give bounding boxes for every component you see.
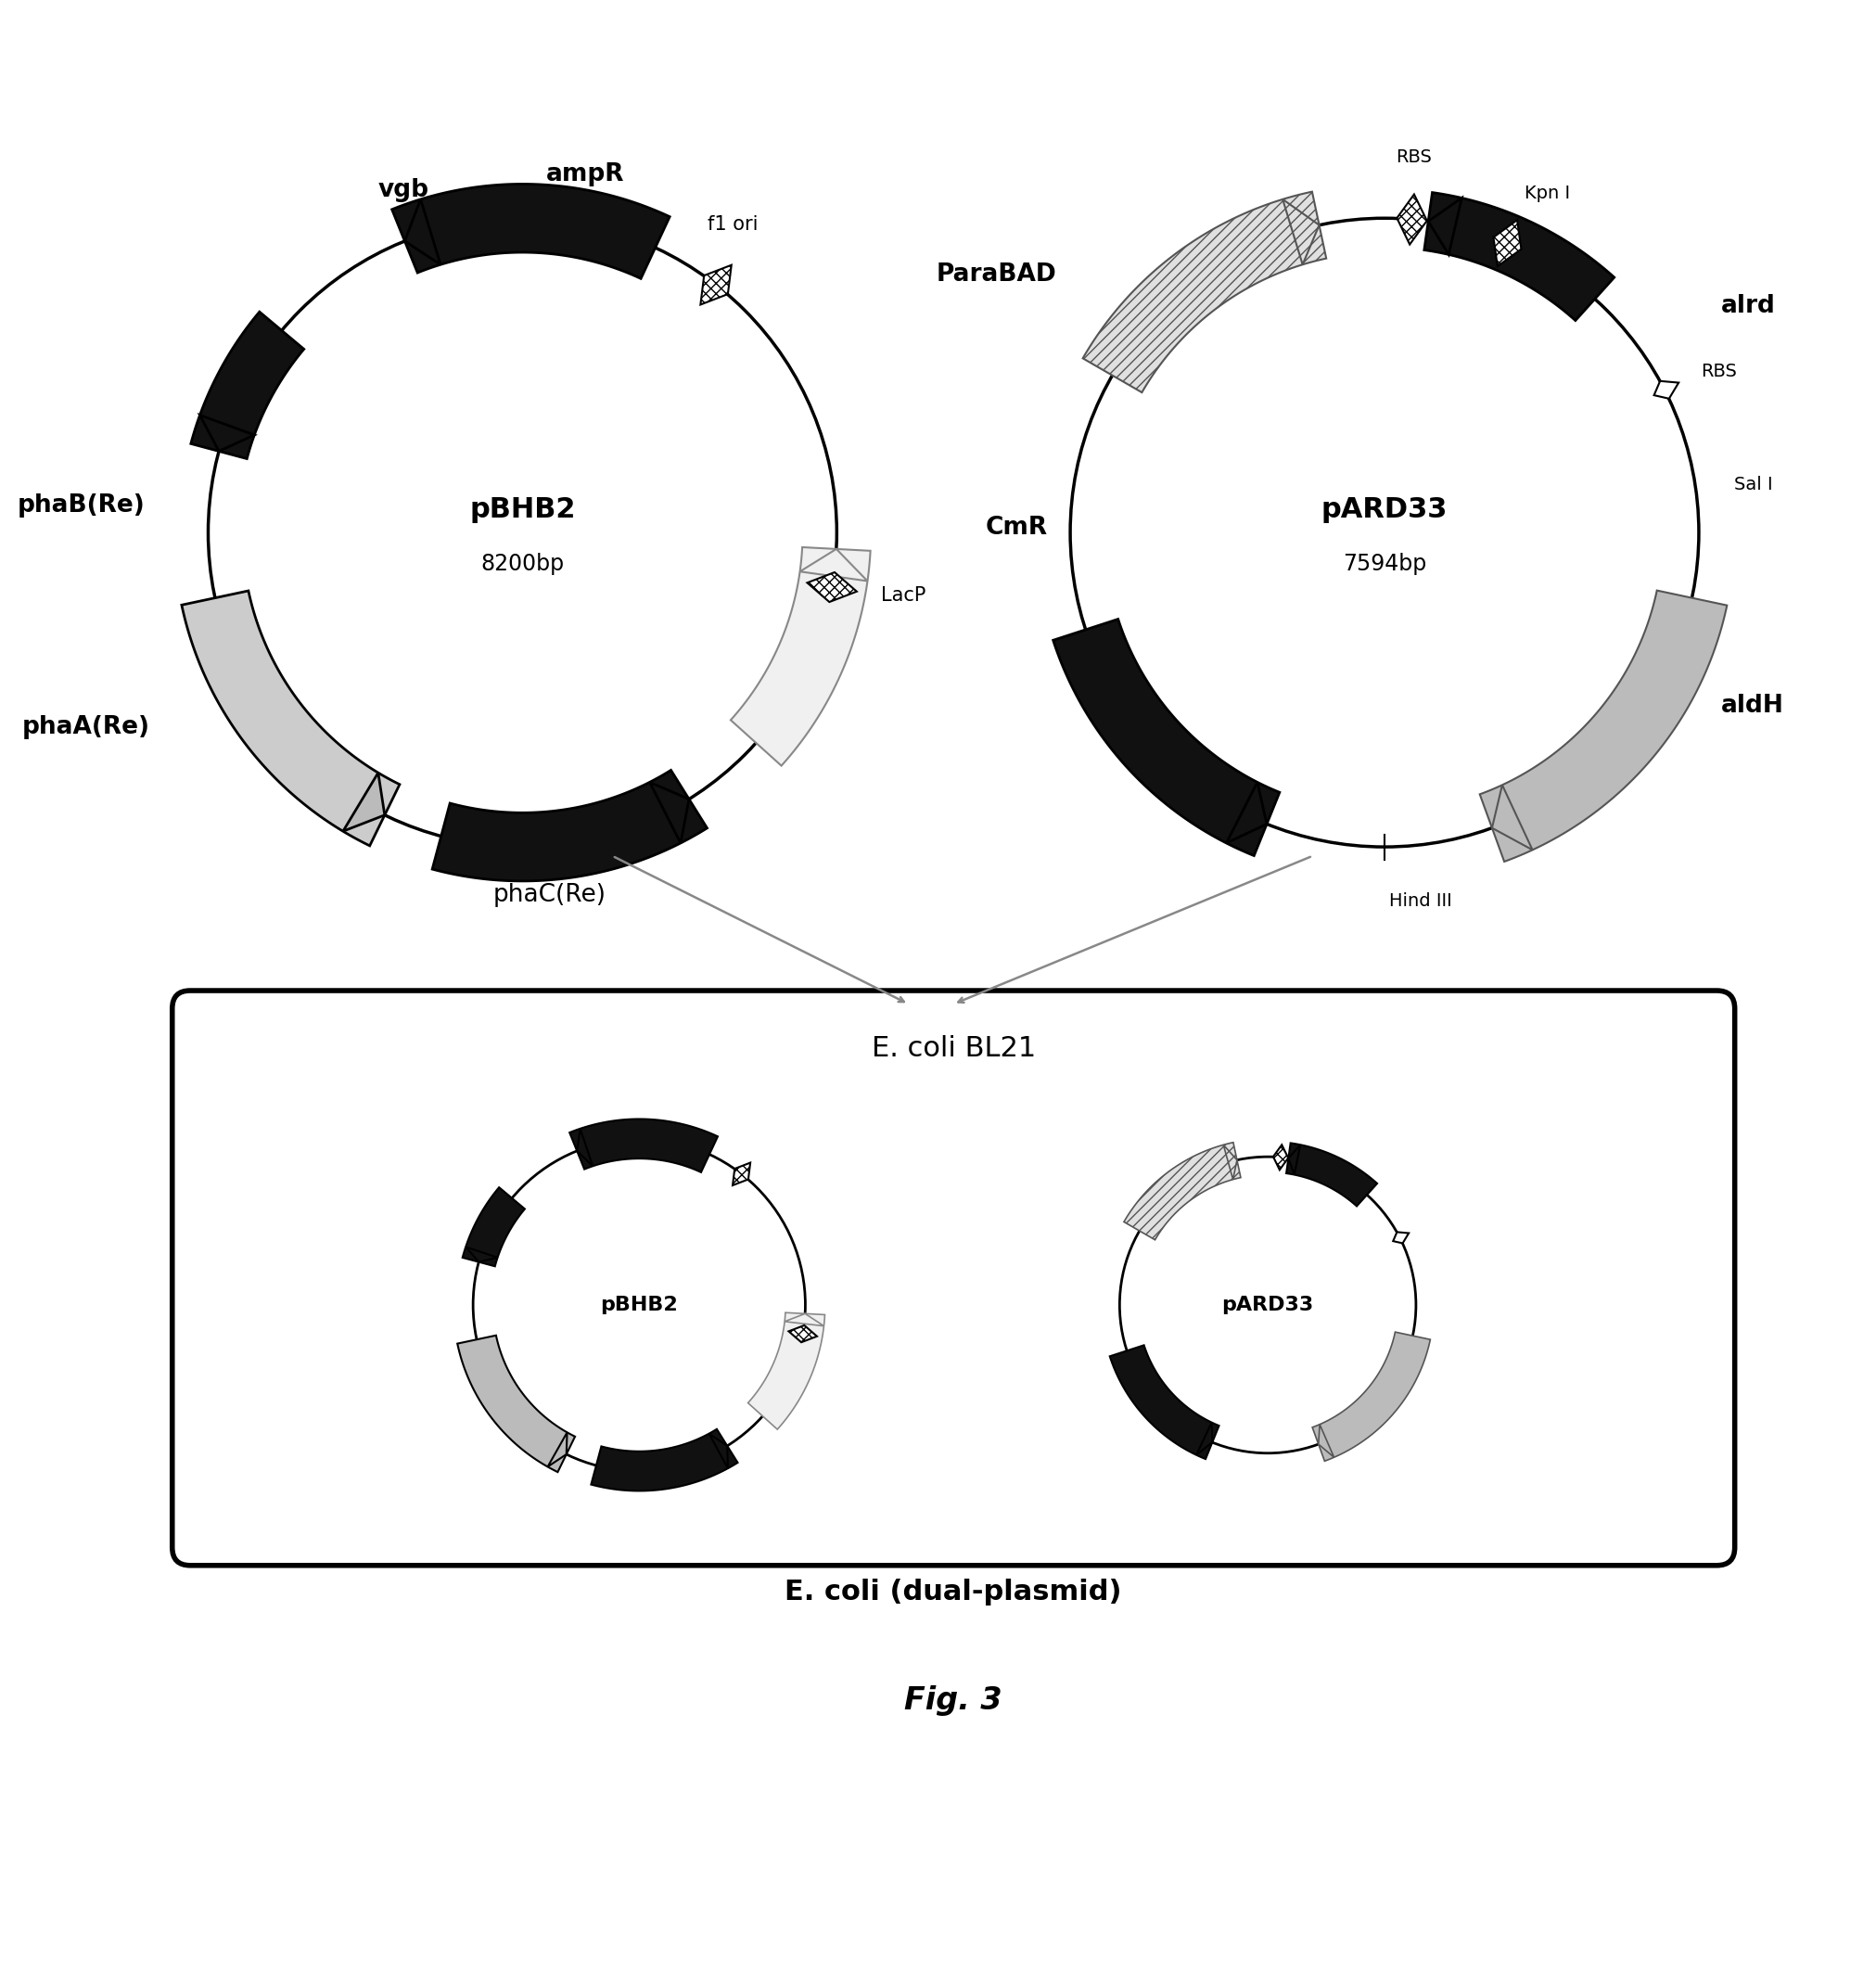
Text: 8200bp: 8200bp [480, 553, 565, 575]
Text: CmR: CmR [985, 516, 1049, 539]
Polygon shape [784, 1313, 824, 1327]
Polygon shape [392, 184, 670, 278]
Polygon shape [1398, 194, 1428, 244]
Polygon shape [431, 769, 707, 880]
Polygon shape [1493, 220, 1521, 266]
Text: vgb: vgb [377, 178, 428, 202]
Polygon shape [1287, 1142, 1377, 1206]
Polygon shape [570, 1118, 719, 1172]
Polygon shape [1124, 1142, 1240, 1239]
Polygon shape [1491, 785, 1533, 851]
Text: ParaBAD: ParaBAD [936, 262, 1056, 288]
Polygon shape [799, 549, 867, 581]
Text: pBHB2: pBHB2 [600, 1295, 677, 1315]
Text: 7594bp: 7594bp [1343, 553, 1426, 575]
Polygon shape [1289, 1144, 1300, 1174]
Polygon shape [649, 781, 688, 843]
Text: phaA(Re): phaA(Re) [23, 716, 150, 740]
Text: pBHB2: pBHB2 [469, 496, 576, 524]
Polygon shape [578, 1128, 593, 1166]
Text: Sal I: Sal I [1733, 476, 1773, 494]
Polygon shape [1197, 1422, 1212, 1456]
Polygon shape [465, 1247, 497, 1261]
Polygon shape [709, 1434, 728, 1467]
Text: E. coli BL21: E. coli BL21 [870, 1035, 1036, 1063]
Polygon shape [788, 1325, 816, 1342]
Text: aldH: aldH [1722, 694, 1784, 718]
Polygon shape [807, 573, 857, 603]
Polygon shape [458, 1335, 576, 1471]
Text: E. coli (dual-plasmid): E. coli (dual-plasmid) [784, 1578, 1122, 1606]
Polygon shape [1313, 1333, 1430, 1461]
Text: LacP: LacP [880, 587, 925, 605]
Text: pARD33: pARD33 [1221, 1295, 1313, 1315]
Polygon shape [463, 1188, 525, 1267]
Polygon shape [182, 591, 400, 847]
Polygon shape [1052, 619, 1279, 855]
Polygon shape [1394, 1231, 1409, 1243]
Text: RBS: RBS [1396, 149, 1431, 167]
Text: ampR: ampR [546, 163, 625, 186]
Polygon shape [1223, 1144, 1236, 1180]
Polygon shape [1424, 192, 1613, 321]
Polygon shape [1480, 591, 1728, 863]
Polygon shape [1655, 381, 1679, 399]
Polygon shape [1111, 1344, 1219, 1459]
Polygon shape [1227, 781, 1266, 843]
Polygon shape [343, 773, 385, 831]
Text: pARD33: pARD33 [1321, 496, 1448, 524]
Polygon shape [700, 266, 732, 305]
Text: phaB(Re): phaB(Re) [17, 494, 144, 518]
Text: Kpn I: Kpn I [1525, 184, 1570, 202]
Polygon shape [548, 1432, 567, 1467]
Polygon shape [191, 311, 304, 458]
Text: RBS: RBS [1700, 363, 1737, 381]
Polygon shape [591, 1430, 737, 1491]
Polygon shape [749, 1313, 825, 1430]
Polygon shape [1283, 200, 1319, 264]
Text: alrd: alrd [1722, 293, 1777, 317]
Polygon shape [1428, 198, 1461, 254]
Text: Hind III: Hind III [1388, 892, 1452, 910]
Polygon shape [201, 414, 255, 452]
Polygon shape [730, 547, 870, 765]
Text: phaC(Re): phaC(Re) [493, 882, 606, 906]
Polygon shape [1082, 192, 1326, 393]
Polygon shape [1274, 1144, 1289, 1170]
Polygon shape [405, 200, 441, 264]
Text: Fig. 3: Fig. 3 [904, 1686, 1002, 1715]
Text: f1 ori: f1 ori [707, 214, 758, 234]
Polygon shape [1319, 1424, 1334, 1458]
Polygon shape [734, 1162, 750, 1186]
FancyBboxPatch shape [173, 992, 1735, 1565]
